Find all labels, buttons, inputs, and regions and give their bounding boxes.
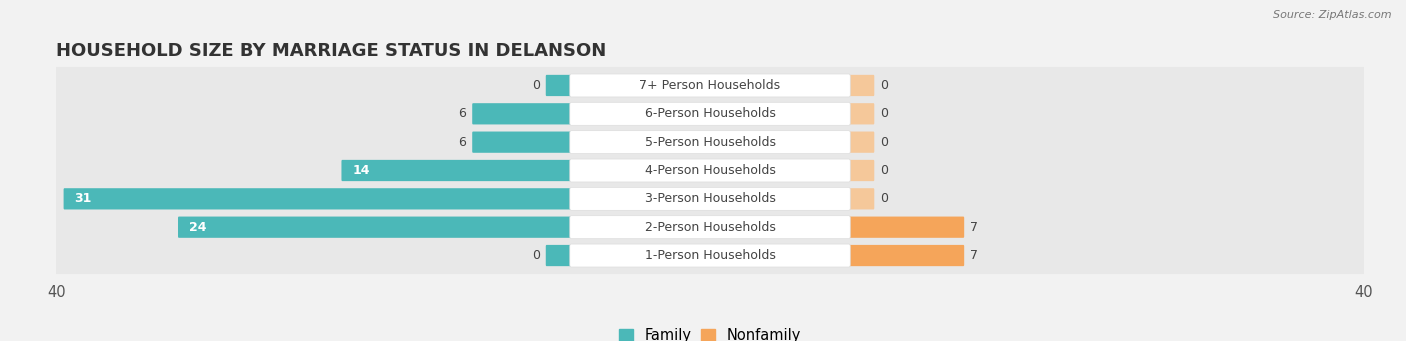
FancyBboxPatch shape [546, 245, 572, 266]
FancyBboxPatch shape [569, 187, 851, 210]
Text: 0: 0 [880, 164, 889, 177]
Text: 5-Person Households: 5-Person Households [644, 136, 776, 149]
Text: 6: 6 [458, 107, 467, 120]
Text: 0: 0 [880, 192, 889, 205]
Text: 0: 0 [880, 79, 889, 92]
Text: 24: 24 [188, 221, 207, 234]
FancyBboxPatch shape [342, 160, 572, 181]
FancyBboxPatch shape [569, 216, 851, 239]
Text: 6: 6 [458, 136, 467, 149]
FancyBboxPatch shape [45, 95, 1375, 132]
FancyBboxPatch shape [569, 131, 851, 154]
FancyBboxPatch shape [45, 123, 1375, 161]
Text: Source: ZipAtlas.com: Source: ZipAtlas.com [1274, 10, 1392, 20]
Text: 14: 14 [352, 164, 370, 177]
Text: 0: 0 [531, 79, 540, 92]
FancyBboxPatch shape [569, 244, 851, 267]
Text: 6-Person Households: 6-Person Households [644, 107, 776, 120]
Text: HOUSEHOLD SIZE BY MARRIAGE STATUS IN DELANSON: HOUSEHOLD SIZE BY MARRIAGE STATUS IN DEL… [56, 42, 606, 60]
Text: 7: 7 [970, 221, 979, 234]
Text: 3-Person Households: 3-Person Households [644, 192, 776, 205]
Text: 1-Person Households: 1-Person Households [644, 249, 776, 262]
FancyBboxPatch shape [848, 75, 875, 96]
Text: 0: 0 [880, 107, 889, 120]
Text: 31: 31 [75, 192, 91, 205]
FancyBboxPatch shape [848, 217, 965, 238]
Text: 0: 0 [880, 136, 889, 149]
FancyBboxPatch shape [179, 217, 572, 238]
Text: 7: 7 [970, 249, 979, 262]
FancyBboxPatch shape [848, 103, 875, 124]
Text: 7+ Person Households: 7+ Person Households [640, 79, 780, 92]
Text: 4-Person Households: 4-Person Households [644, 164, 776, 177]
FancyBboxPatch shape [472, 103, 572, 124]
Legend: Family, Nonfamily: Family, Nonfamily [613, 322, 807, 341]
FancyBboxPatch shape [848, 245, 965, 266]
FancyBboxPatch shape [45, 237, 1375, 274]
FancyBboxPatch shape [45, 152, 1375, 189]
FancyBboxPatch shape [45, 180, 1375, 218]
FancyBboxPatch shape [848, 132, 875, 153]
FancyBboxPatch shape [45, 67, 1375, 104]
Text: 2-Person Households: 2-Person Households [644, 221, 776, 234]
FancyBboxPatch shape [546, 75, 572, 96]
FancyBboxPatch shape [848, 188, 875, 209]
FancyBboxPatch shape [472, 132, 572, 153]
FancyBboxPatch shape [45, 209, 1375, 246]
FancyBboxPatch shape [63, 188, 572, 209]
FancyBboxPatch shape [569, 74, 851, 97]
FancyBboxPatch shape [569, 102, 851, 125]
Text: 0: 0 [531, 249, 540, 262]
FancyBboxPatch shape [569, 159, 851, 182]
FancyBboxPatch shape [848, 160, 875, 181]
